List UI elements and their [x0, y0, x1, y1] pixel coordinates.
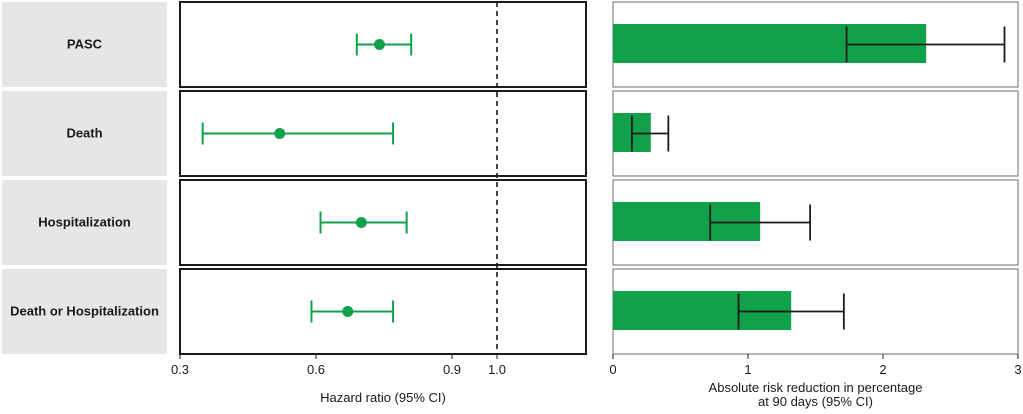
row-label-box-death-or-hospitalization [2, 269, 167, 354]
bar-tick-label-2: 2 [879, 362, 886, 377]
bar-tick-label-0: 0 [609, 362, 616, 377]
bar-tick-label-3: 3 [1014, 362, 1021, 377]
row-label-death: Death [66, 126, 102, 141]
bar-death-or-hospitalization [613, 291, 792, 330]
row-label-death-or-hospitalization: Death or Hospitalization [10, 304, 159, 319]
forest-tick-label-0.6: 0.6 [307, 362, 325, 377]
point-estimate-death [274, 128, 286, 139]
row-label-box-death [2, 91, 167, 176]
point-estimate-death-or-hospitalization [342, 306, 354, 317]
bar-tick-label-1: 1 [744, 362, 751, 377]
forest-tick-label-0.3: 0.3 [171, 362, 189, 377]
bar-hospitalization [613, 202, 761, 241]
point-estimate-pasc [373, 39, 385, 50]
row-label-box-pasc [2, 2, 167, 87]
forest-plot [201, 2, 498, 354]
bar-x-axis-label-line-2: at 90 days (95% CI) [758, 394, 873, 409]
bar-panel-death [612, 90, 1019, 177]
row-label-pasc: PASC [67, 37, 103, 52]
forest-tick-label-0.9: 0.9 [443, 362, 461, 377]
point-estimate-hospitalization [355, 217, 367, 228]
row-label-hospitalization: Hospitalization [38, 215, 131, 230]
bar-chart [613, 24, 1006, 330]
bar-x-axis-label-line-1: Absolute risk reduction in percentage [709, 380, 923, 395]
row-label-box-hospitalization [2, 180, 167, 265]
axes: 0.3 0.6 0.9 1.0 Hazard ratio (95% CI) 0 1 2 3 Abs… [171, 354, 1022, 409]
forest-x-axis-label: Hazard ratio (95% CI) [320, 390, 446, 405]
bar-pasc [613, 24, 927, 63]
forest-tick-label-1.0: 1.0 [488, 362, 506, 377]
